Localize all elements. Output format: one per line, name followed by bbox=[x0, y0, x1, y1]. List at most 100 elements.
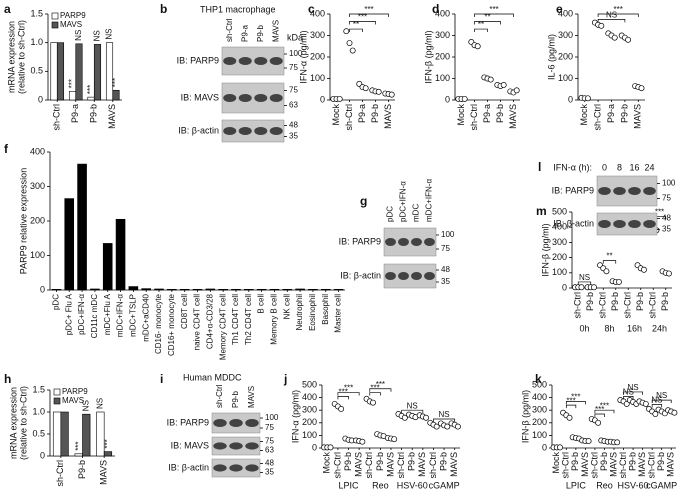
marker-label: 75 bbox=[289, 63, 298, 72]
x-tick-label: sh-Ctrl bbox=[647, 452, 657, 479]
legend-label: MAVS bbox=[62, 396, 84, 405]
significance-label: NS bbox=[74, 30, 83, 41]
bar bbox=[74, 453, 83, 457]
data-point bbox=[454, 423, 461, 430]
x-tick-label: mDC+TSLP bbox=[128, 294, 137, 337]
x-tick-label: P9-b bbox=[656, 452, 666, 471]
bar bbox=[269, 289, 280, 291]
significance-label: *** bbox=[600, 401, 609, 410]
legend-label: PARP9 bbox=[60, 11, 86, 20]
bar bbox=[51, 289, 62, 291]
bar bbox=[105, 42, 114, 101]
panel-label: c bbox=[308, 2, 315, 16]
kda-label: kDa bbox=[287, 32, 303, 42]
significance-bracket bbox=[433, 418, 456, 423]
bar bbox=[192, 289, 203, 291]
data-point bbox=[343, 28, 350, 35]
x-tick-label: pDC+IFN-α bbox=[77, 294, 86, 335]
x-tick-label: sh-Ctrl bbox=[364, 452, 374, 479]
x-tick-label: P9-b bbox=[627, 452, 637, 471]
marker-label: 35 bbox=[265, 468, 274, 477]
significance-label: *** bbox=[370, 384, 379, 393]
y-tick-label: 500 bbox=[302, 379, 317, 389]
blot-row-label: IB: PARP9 bbox=[552, 185, 594, 195]
blot-band bbox=[238, 57, 252, 65]
x-tick-label: pDC+ Flu A bbox=[64, 293, 73, 335]
blot-band bbox=[245, 419, 259, 427]
y-tick-label: 0 bbox=[320, 94, 325, 104]
bar bbox=[282, 289, 293, 291]
x-tick-label: MAVS bbox=[449, 452, 459, 477]
bar bbox=[82, 413, 91, 457]
blot-header: IFN-α (h): bbox=[553, 162, 592, 172]
y-tick-label: 200 bbox=[532, 417, 547, 427]
blot-band bbox=[424, 238, 435, 246]
y-axis-label: IL-6 (pg/ml) bbox=[546, 34, 556, 80]
group-label: cGAMP bbox=[429, 480, 460, 490]
data-point bbox=[359, 438, 366, 445]
significance-bracket bbox=[401, 409, 424, 414]
y-tick-label: 0 bbox=[562, 282, 567, 292]
significance-label: NS bbox=[93, 30, 102, 41]
y-tick-label: 100 bbox=[30, 250, 45, 260]
bar bbox=[167, 289, 177, 291]
blot-row-label: IB: PARP9 bbox=[167, 417, 209, 427]
data-point bbox=[433, 423, 440, 430]
x-tick-label: Eosinophil bbox=[308, 294, 317, 331]
marker-label: 48 bbox=[662, 214, 671, 223]
significance-label: NS bbox=[95, 398, 104, 409]
x-tick-label: sh-Ctrl bbox=[592, 104, 602, 131]
lane-label: pDC+IFN-α bbox=[399, 181, 408, 222]
panel-label: f bbox=[4, 142, 9, 156]
y-tick-label: 100 bbox=[558, 73, 573, 83]
y-tick-label: 300 bbox=[302, 405, 317, 415]
y-axis-label: IFN-β (pg/ml) bbox=[520, 390, 530, 443]
y-tick-label: 100 bbox=[302, 430, 317, 440]
data-point bbox=[349, 47, 356, 54]
legend-label: PARP9 bbox=[62, 387, 88, 396]
x-tick-label: Neutrophil bbox=[295, 294, 304, 331]
x-tick-label: MAVS bbox=[99, 460, 109, 485]
bar bbox=[333, 289, 344, 291]
blot-band bbox=[229, 464, 243, 472]
data-point bbox=[461, 95, 468, 102]
y-tick-label: 1.0 bbox=[32, 406, 45, 416]
group-label: 8h bbox=[604, 323, 614, 333]
bar bbox=[75, 43, 83, 101]
data-point bbox=[370, 399, 376, 406]
x-tick-label: CD16+ monocyte bbox=[167, 293, 176, 356]
bar bbox=[96, 411, 105, 457]
y-tick-label: 400 bbox=[552, 222, 567, 232]
significance-label: *** bbox=[103, 439, 112, 448]
group-label: 0h bbox=[579, 323, 589, 333]
x-tick-label: MAVS bbox=[508, 104, 518, 129]
blot-band bbox=[398, 272, 409, 280]
data-point bbox=[474, 43, 481, 50]
x-tick-label: P9-b bbox=[660, 292, 670, 311]
data-point bbox=[595, 419, 602, 426]
legend-swatch bbox=[53, 397, 61, 405]
marker-label: 35 bbox=[441, 277, 450, 286]
y-tick-label: 0 bbox=[312, 442, 317, 452]
panel-label: d bbox=[432, 2, 439, 16]
y-axis-label: IFN-β (pg/ml) bbox=[423, 30, 433, 83]
significance-bracket bbox=[349, 13, 389, 17]
blot-band bbox=[269, 127, 283, 135]
x-tick-label: Memory CD4T cell bbox=[218, 294, 227, 360]
x-tick-label: P9-b bbox=[89, 104, 99, 123]
x-tick-label: P9-b bbox=[570, 452, 580, 471]
bar bbox=[256, 289, 267, 291]
data-point bbox=[362, 85, 369, 92]
blot-row-label: IB: β-actin bbox=[340, 270, 381, 280]
y-tick-label: 0 bbox=[40, 450, 45, 460]
marker-label: 75 bbox=[265, 423, 274, 432]
bar bbox=[52, 411, 62, 457]
blot-band bbox=[269, 94, 283, 102]
data-point bbox=[566, 414, 573, 421]
significance-bracket bbox=[474, 21, 501, 25]
data-point bbox=[336, 95, 343, 102]
blot-row-label: IB: MAVS bbox=[171, 440, 209, 450]
blot-row-label: IB: MAVS bbox=[181, 92, 219, 102]
legend-swatch bbox=[53, 388, 61, 396]
